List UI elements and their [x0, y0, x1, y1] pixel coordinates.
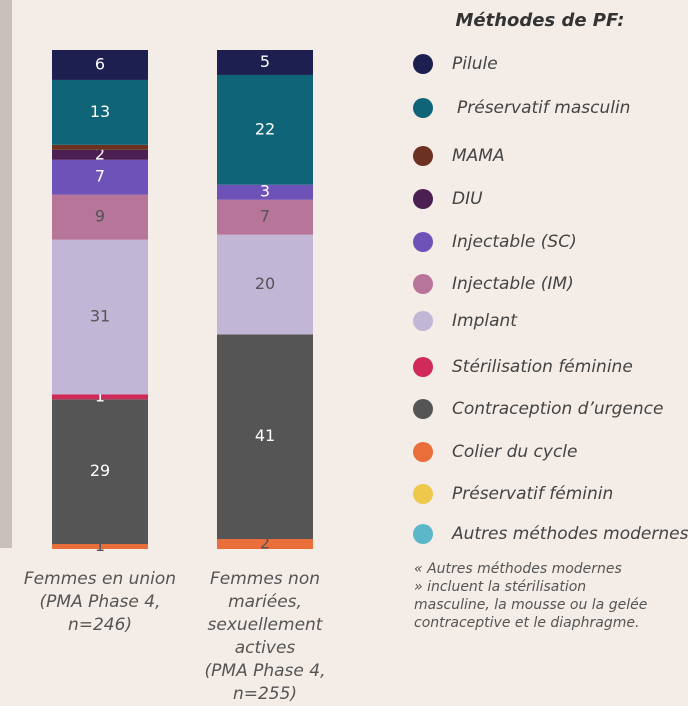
bar-segment	[52, 144, 148, 150]
bar-segment	[52, 149, 148, 160]
bar-segment	[52, 79, 148, 145]
legend-title: Méthodes de PF:	[455, 10, 624, 31]
legend-label: Préservatif masculin	[457, 98, 630, 118]
legend-marker	[413, 98, 433, 118]
legend-marker	[413, 357, 433, 377]
bar-segment	[217, 74, 313, 185]
side-bar	[0, 0, 12, 548]
legend-marker	[413, 399, 433, 419]
bar-segment	[52, 50, 148, 80]
legend-label: Autres méthodes modernes	[451, 524, 688, 544]
legend-marker	[413, 484, 433, 504]
legend-label: Préservatif féminin	[452, 484, 613, 504]
bar-segment	[217, 199, 313, 235]
value-label: 41	[255, 426, 275, 445]
bar-segment	[52, 544, 148, 549]
note: « Autres méthodes modernes » incluent la…	[414, 561, 648, 631]
legend-label: Pilule	[452, 54, 498, 74]
legend-marker	[413, 146, 433, 166]
legend-label: Injectable (SC)	[452, 232, 577, 252]
legend-marker	[413, 54, 433, 74]
legend-label: MAMA	[452, 146, 505, 166]
value-label: 9	[95, 207, 105, 226]
value-label: 6	[95, 54, 105, 73]
category-label: Femmes non mariées, sexuellement actives…	[204, 569, 326, 704]
legend-marker	[413, 189, 433, 209]
value-label: 5	[260, 52, 270, 71]
legend-marker	[413, 232, 433, 252]
value-label: 1	[95, 386, 105, 405]
bar-segment	[52, 394, 148, 400]
value-label: 1	[95, 536, 105, 555]
value-label: 2	[260, 534, 270, 553]
value-label: 22	[255, 119, 275, 138]
bar-segment	[217, 184, 313, 200]
value-label: 13	[90, 102, 110, 121]
legend-marker	[413, 311, 433, 331]
value-label: 31	[90, 306, 110, 325]
bar-segment	[52, 159, 148, 195]
bar-segment	[217, 539, 313, 549]
bar-segment	[217, 234, 313, 335]
value-label: 20	[255, 274, 275, 293]
value-label: 7	[260, 207, 270, 226]
bar-segment	[52, 239, 148, 395]
legend-label: Injectable (IM)	[452, 274, 574, 294]
bar-segment	[52, 194, 148, 240]
legend-label: DIU	[452, 189, 483, 209]
bar-segment	[217, 334, 313, 540]
legend-marker	[413, 274, 433, 294]
value-label: 3	[260, 182, 270, 201]
legend-marker	[413, 442, 433, 462]
bar-segment	[52, 399, 148, 545]
value-label: 7	[95, 167, 105, 186]
legend-marker	[413, 524, 433, 544]
legend-label: Contraception d’urgence	[452, 399, 663, 419]
legend-label: Stérilisation féminine	[452, 357, 633, 377]
value-label: 29	[90, 461, 110, 480]
bar-segment	[217, 50, 313, 75]
legend-label: Implant	[452, 311, 518, 331]
legend-label: Colier du cycle	[452, 442, 577, 462]
category-label: Femmes en union (PMA Phase 4, n=246)	[23, 569, 177, 635]
value-label: 2	[95, 144, 105, 163]
